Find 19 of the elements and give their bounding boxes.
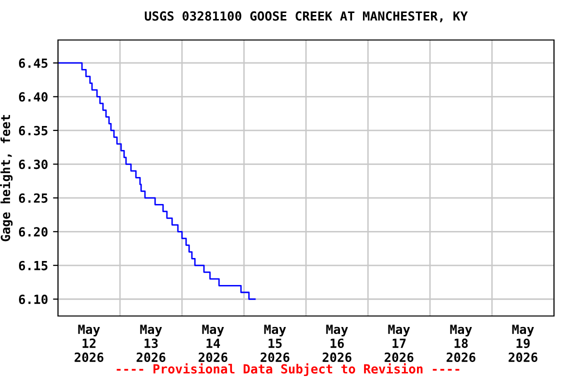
y-tick-label: 6.20 <box>18 227 48 237</box>
x-tick-label: May 17 2026 <box>384 324 414 362</box>
x-tick-label: May 12 2026 <box>74 324 104 362</box>
x-tick-label: May 13 2026 <box>136 324 166 362</box>
x-tick-label: May 15 2026 <box>260 324 290 362</box>
text: ---- Provisional Data Subject to Revision ---- <box>116 363 460 376</box>
y-axis-title: Gage height, feet <box>0 115 13 242</box>
y-tick-label: 6.45 <box>18 58 48 68</box>
x-tick-label: May 19 2026 <box>508 324 538 362</box>
x-tick-label: May 18 2026 <box>446 324 476 362</box>
y-tick-label: 6.30 <box>18 160 48 170</box>
y-tick-label: 6.10 <box>18 294 48 304</box>
y-tick-label: 6.15 <box>18 260 48 270</box>
x-tick-label: May 14 2026 <box>198 324 228 362</box>
y-tick-label: 6.35 <box>18 126 48 136</box>
x-tick-label: May 16 2026 <box>322 324 352 362</box>
chart-title: USGS 03281100 GOOSE CREEK AT MANCHESTER, KY <box>144 11 468 22</box>
y-tick-label: 6.25 <box>18 193 48 203</box>
y-tick-label: 6.40 <box>18 92 48 102</box>
